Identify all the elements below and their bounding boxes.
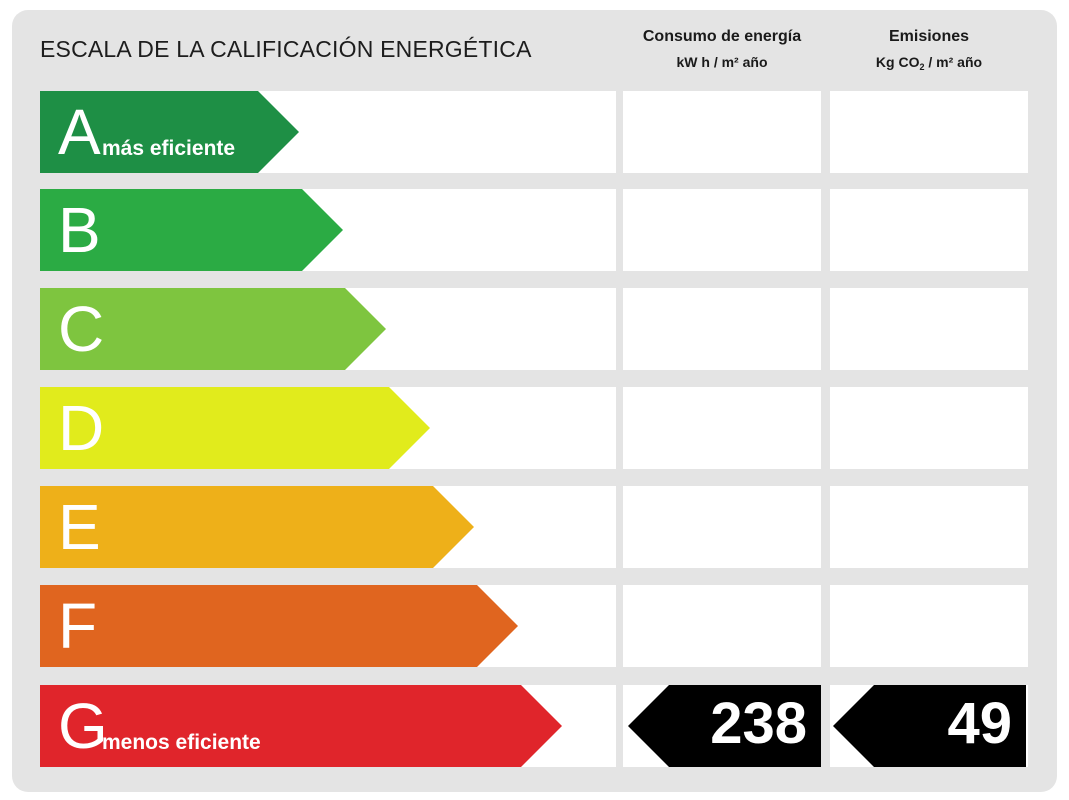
rating-arrow-e: E — [40, 486, 474, 568]
consumption-cell — [623, 486, 821, 568]
consumption-cell — [623, 288, 821, 370]
emissions-cell — [830, 387, 1028, 469]
consumption-cell — [623, 585, 821, 667]
emissions-cell — [830, 585, 1028, 667]
rating-row-g: G menos eficiente 238 49 — [40, 685, 1028, 767]
rating-row-c: C — [40, 288, 1028, 370]
rating-letter: C — [58, 293, 105, 365]
rating-letter: A — [58, 96, 101, 168]
rating-arrow-b: B — [40, 189, 343, 271]
consumption-value: 238 — [710, 691, 807, 756]
consumption-unit: kW h / m² año — [676, 54, 768, 70]
consumption-value-tag: 238 — [628, 685, 821, 767]
rating-letter: E — [58, 491, 101, 563]
consumption-cell — [623, 387, 821, 469]
rating-arrow-g: G menos eficiente — [40, 685, 562, 767]
emissions-cell — [830, 288, 1028, 370]
emissions-unit-prefix: Kg CO — [875, 54, 920, 70]
emissions-column-header: Emisiones Kg CO2 / m² año — [830, 28, 1028, 72]
rating-row-e: E — [40, 486, 1028, 568]
rating-letter: B — [58, 194, 101, 266]
emissions-title: Emisiones — [888, 28, 970, 45]
emissions-value: 49 — [947, 691, 1012, 756]
emissions-unit: Kg CO2 / m² año — [830, 54, 1028, 72]
consumption-column-header: Consumo de energía kW h / m² año — [623, 28, 821, 70]
emissions-unit-subscript: 2 — [919, 62, 925, 72]
consumption-cell — [623, 91, 821, 173]
consumption-title: Consumo de energía — [642, 28, 802, 45]
rating-arrow-a: A más eficiente — [40, 91, 299, 173]
rating-caption: más eficiente — [102, 137, 236, 160]
rating-arrow-f: F — [40, 585, 518, 667]
rating-arrow-c: C — [40, 288, 386, 370]
emissions-cell — [830, 486, 1028, 568]
emissions-unit-suffix: / m² año — [924, 54, 983, 70]
emissions-value-tag: 49 — [833, 685, 1026, 767]
consumption-cell — [623, 189, 821, 271]
rating-letter: D — [58, 392, 105, 464]
emissions-cell — [830, 189, 1028, 271]
rating-arrow-d: D — [40, 387, 430, 469]
scale-title: ESCALA DE LA CALIFICACIÓN ENERGÉTICA — [40, 36, 532, 62]
rating-letter: F — [58, 590, 98, 662]
rating-row-b: B — [40, 189, 1028, 271]
rating-caption: menos eficiente — [102, 731, 261, 754]
emissions-cell — [830, 91, 1028, 173]
rating-letter: G — [58, 690, 108, 762]
rating-row-d: D — [40, 387, 1028, 469]
rating-row-a: A más eficiente — [40, 91, 1028, 173]
rating-row-f: F — [40, 585, 1028, 667]
